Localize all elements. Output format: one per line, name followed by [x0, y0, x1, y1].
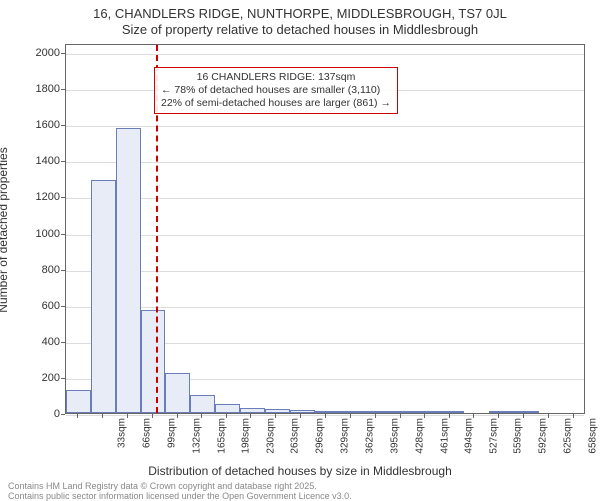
- x-tick-mark: [102, 414, 103, 418]
- x-tick-label: 658sqm: [588, 418, 599, 463]
- y-tick-label: 1800: [10, 83, 60, 95]
- histogram-bar: [340, 411, 365, 413]
- x-tick-label: 527sqm: [489, 418, 500, 463]
- y-tick-mark: [61, 342, 65, 343]
- histogram-bar: [91, 180, 116, 413]
- y-axis-label: Number of detached properties: [0, 147, 10, 312]
- x-tick-label: 428sqm: [414, 418, 425, 463]
- x-tick-label: 66sqm: [141, 418, 152, 463]
- chart-title-line2: Size of property relative to detached ho…: [0, 22, 600, 37]
- x-tick-mark: [449, 414, 450, 418]
- footnote-line1: Contains HM Land Registry data © Crown c…: [8, 481, 317, 491]
- x-tick-mark: [275, 414, 276, 418]
- histogram-bar: [489, 411, 514, 413]
- annotation-line: 16 CHANDLERS RIDGE: 137sqm: [161, 71, 391, 84]
- histogram-bar: [141, 310, 166, 413]
- histogram-bar: [315, 411, 340, 413]
- y-tick-mark: [61, 378, 65, 379]
- x-tick-mark: [127, 414, 128, 418]
- x-tick-label: 494sqm: [464, 418, 475, 463]
- y-tick-mark: [61, 306, 65, 307]
- x-tick-mark: [350, 414, 351, 418]
- gridline-h: [66, 54, 584, 55]
- x-tick-mark: [77, 414, 78, 418]
- y-tick-mark: [61, 89, 65, 90]
- x-tick-mark: [325, 414, 326, 418]
- x-tick-mark: [300, 414, 301, 418]
- histogram-bar: [240, 408, 265, 413]
- x-tick-label: 362sqm: [365, 418, 376, 463]
- histogram-bar: [66, 390, 91, 413]
- x-tick-label: 329sqm: [340, 418, 351, 463]
- x-tick-mark: [250, 414, 251, 418]
- x-tick-label: 99sqm: [166, 418, 177, 463]
- histogram-bar: [116, 128, 141, 413]
- chart-container: 16, CHANDLERS RIDGE, NUNTHORPE, MIDDLESB…: [0, 0, 600, 500]
- y-tick-label: 1600: [10, 119, 60, 131]
- x-tick-mark: [226, 414, 227, 418]
- x-tick-label: 132sqm: [191, 418, 202, 463]
- y-tick-label: 0: [10, 408, 60, 420]
- y-tick-mark: [61, 161, 65, 162]
- x-tick-label: 625sqm: [563, 418, 574, 463]
- x-tick-mark: [177, 414, 178, 418]
- y-tick-mark: [61, 414, 65, 415]
- x-tick-mark: [375, 414, 376, 418]
- histogram-bar: [514, 411, 539, 413]
- annotation-line: ← 78% of detached houses are smaller (3,…: [161, 84, 391, 97]
- x-tick-mark: [201, 414, 202, 418]
- y-tick-mark: [61, 234, 65, 235]
- y-tick-mark: [61, 197, 65, 198]
- y-tick-label: 1400: [10, 155, 60, 167]
- x-tick-mark: [400, 414, 401, 418]
- x-tick-label: 395sqm: [389, 418, 400, 463]
- gridline-h: [66, 162, 584, 163]
- gridline-h: [66, 198, 584, 199]
- x-tick-label: 198sqm: [241, 418, 252, 463]
- y-tick-label: 1000: [10, 228, 60, 240]
- x-tick-mark: [548, 414, 549, 418]
- histogram-bar: [215, 404, 240, 413]
- y-tick-mark: [61, 53, 65, 54]
- histogram-bar: [265, 409, 290, 413]
- gridline-h: [66, 126, 584, 127]
- x-tick-mark: [473, 414, 474, 418]
- x-tick-label: 263sqm: [290, 418, 301, 463]
- chart-title-line1: 16, CHANDLERS RIDGE, NUNTHORPE, MIDDLESB…: [0, 6, 600, 21]
- gridline-h: [66, 235, 584, 236]
- x-tick-label: 33sqm: [117, 418, 128, 463]
- x-tick-mark: [424, 414, 425, 418]
- plot-area: 16 CHANDLERS RIDGE: 137sqm← 78% of detac…: [65, 44, 585, 414]
- x-tick-label: 296sqm: [315, 418, 326, 463]
- x-tick-label: 461sqm: [439, 418, 450, 463]
- histogram-bar: [364, 411, 389, 413]
- x-tick-mark: [498, 414, 499, 418]
- histogram-bar: [439, 411, 464, 413]
- x-tick-mark: [523, 414, 524, 418]
- y-tick-label: 800: [10, 264, 60, 276]
- y-tick-label: 2000: [10, 47, 60, 59]
- y-tick-label: 1200: [10, 191, 60, 203]
- x-tick-mark: [152, 414, 153, 418]
- histogram-bar: [414, 411, 439, 413]
- gridline-h: [66, 271, 584, 272]
- x-tick-label: 165sqm: [216, 418, 227, 463]
- annotation-line: 22% of semi-detached houses are larger (…: [161, 97, 391, 110]
- y-tick-mark: [61, 125, 65, 126]
- histogram-bar: [190, 395, 215, 413]
- y-tick-label: 400: [10, 336, 60, 348]
- x-tick-label: 559sqm: [513, 418, 524, 463]
- gridline-h: [66, 307, 584, 308]
- histogram-bar: [165, 373, 190, 413]
- y-tick-mark: [61, 270, 65, 271]
- annotation-box: 16 CHANDLERS RIDGE: 137sqm← 78% of detac…: [154, 67, 398, 114]
- x-axis-label: Distribution of detached houses by size …: [0, 464, 600, 478]
- y-tick-label: 200: [10, 372, 60, 384]
- histogram-bar: [290, 410, 315, 413]
- x-tick-mark: [573, 414, 574, 418]
- x-tick-label: 230sqm: [265, 418, 276, 463]
- x-tick-label: 592sqm: [538, 418, 549, 463]
- histogram-bar: [389, 411, 414, 413]
- y-tick-label: 600: [10, 300, 60, 312]
